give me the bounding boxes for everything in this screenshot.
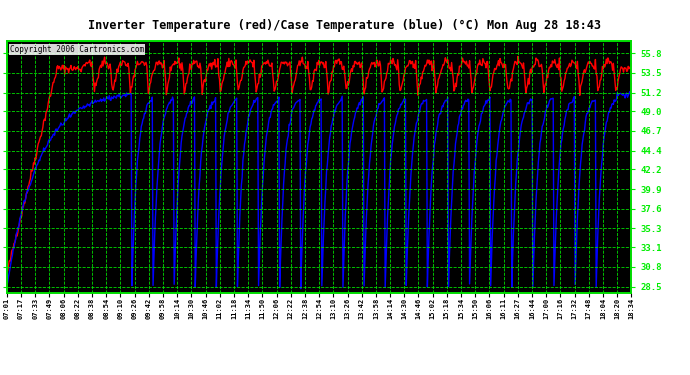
Text: Copyright 2006 Cartronics.com: Copyright 2006 Cartronics.com xyxy=(10,45,144,54)
Text: Inverter Temperature (red)/Case Temperature (blue) (°C) Mon Aug 28 18:43: Inverter Temperature (red)/Case Temperat… xyxy=(88,19,602,32)
